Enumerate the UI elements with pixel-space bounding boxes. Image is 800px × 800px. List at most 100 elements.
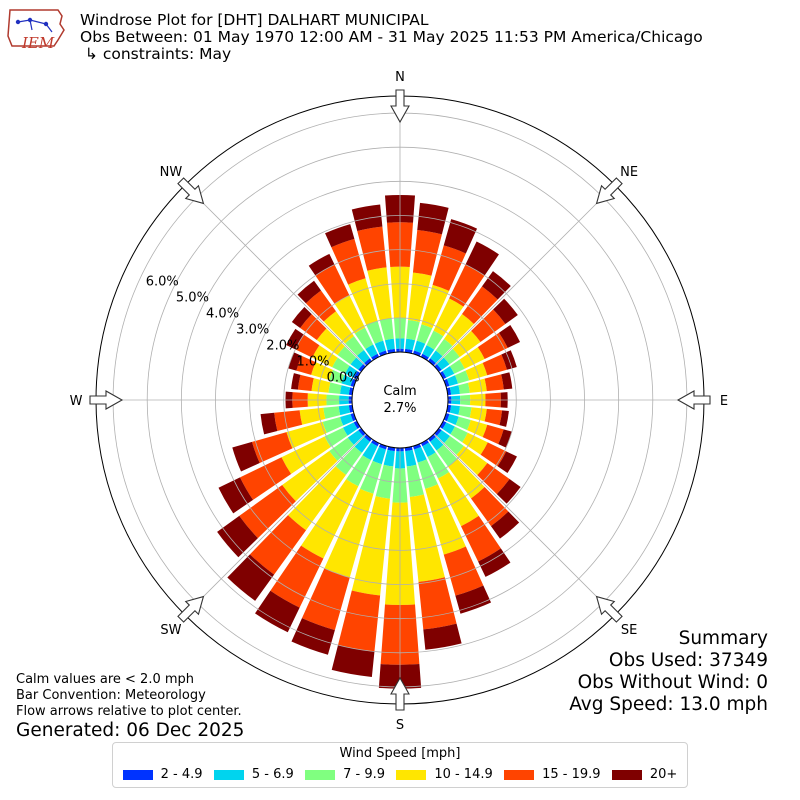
bar-230deg-bin-4 <box>239 484 296 539</box>
legend-title: Wind Speed [mph] <box>339 746 461 761</box>
spoke-45 <box>433 184 616 367</box>
bar-320deg-bin-1 <box>357 350 370 364</box>
bar-310deg-bin-2 <box>337 346 357 365</box>
bar-280deg-bin-4 <box>297 374 314 392</box>
bar-20deg-bin-0 <box>413 350 422 357</box>
bar-220deg-bin-0 <box>364 434 372 442</box>
bar-340deg-bin-2 <box>366 320 384 344</box>
summary-avg-speed: Avg Speed: 13.0 mph <box>569 694 768 715</box>
flow-arrow-S-icon <box>390 676 410 711</box>
iem-logo: IEM <box>6 6 68 52</box>
bar-30deg-bin-2 <box>426 330 444 350</box>
bar-340deg-bin-5 <box>325 224 355 248</box>
bar-110deg-bin-2 <box>455 416 471 431</box>
bar-260deg-bin-4 <box>274 410 303 432</box>
bar-130deg-bin-0 <box>434 428 442 436</box>
bar-190deg-bin-5 <box>331 645 375 677</box>
flow-arrow-W-icon <box>89 390 124 410</box>
bar-110deg-bin-5 <box>498 429 512 448</box>
bar-230deg-bin-3 <box>282 451 338 502</box>
bar-60deg-bin-4 <box>477 332 508 360</box>
bar-240deg-bin-3 <box>281 436 331 474</box>
legend-label-0: 2 - 4.9 <box>160 767 203 782</box>
bar-230deg-bin-2 <box>329 437 354 461</box>
bar-340deg-bin-1 <box>374 340 386 354</box>
bar-150deg-bin-2 <box>427 452 450 479</box>
compass-label-N: N <box>395 70 405 85</box>
legend-item-0: 2 - 4.9 <box>122 767 203 782</box>
bar-10deg-bin-4 <box>412 229 442 276</box>
bar-310deg-bin-0 <box>358 364 366 372</box>
bar-80deg-bin-5 <box>501 372 513 390</box>
legend-item-1: 5 - 6.9 <box>213 767 294 782</box>
bar-60deg-bin-0 <box>439 371 447 380</box>
legend-swatch-1 <box>213 769 244 780</box>
bar-190deg-bin-4 <box>337 590 381 652</box>
bar-140deg-bin-4 <box>471 487 509 527</box>
bar-210deg-bin-1 <box>362 442 378 461</box>
bar-60deg-bin-3 <box>459 347 485 369</box>
iowa-map-icon <box>7 9 65 47</box>
bar-160deg-bin-0 <box>413 443 422 450</box>
bar-170deg-bin-3 <box>409 494 445 582</box>
bar-170deg-bin-5 <box>423 623 462 650</box>
legend: Wind Speed [mph] 2 - 4.9 5 - 6.9 7 - 9.9 10… <box>112 742 688 788</box>
bar-20deg-bin-2 <box>416 324 433 344</box>
bar-330deg-bin-4 <box>315 264 350 304</box>
bar-230deg-bin-0 <box>358 428 366 436</box>
bar-70deg-bin-4 <box>482 354 507 376</box>
note-arrows: Flow arrows relative to plot center. <box>16 704 242 719</box>
bar-30deg-bin-0 <box>420 353 429 361</box>
bar-320deg-bin-3 <box>323 311 354 344</box>
bar-310deg-bin-3 <box>316 328 345 355</box>
bar-340deg-bin-4 <box>331 238 366 285</box>
bar-160deg-bin-3 <box>425 484 466 555</box>
bar-290deg-bin-3 <box>311 362 333 380</box>
bar-40deg-bin-2 <box>435 338 453 357</box>
radial-tick-label-5: 5.0% <box>176 290 209 305</box>
bar-20deg-bin-1 <box>414 340 426 354</box>
bar-110deg-bin-1 <box>446 414 459 425</box>
bar-20deg-bin-4 <box>432 245 466 291</box>
legend-swatch-0 <box>122 769 153 780</box>
bar-280deg-bin-3 <box>311 378 331 393</box>
calm-circle <box>351 351 449 449</box>
summary-panel: Summary Obs Used: 37349 Obs Without Wind… <box>569 628 768 716</box>
bar-340deg-bin-3 <box>348 278 378 326</box>
notes-panel: Calm values are < 2.0 mph Bar Convention… <box>16 672 244 742</box>
bar-300deg-bin-2 <box>332 357 350 374</box>
bar-240deg-bin-1 <box>342 422 358 436</box>
bar-280deg-bin-5 <box>291 373 301 390</box>
calm-label: Calm <box>383 384 416 399</box>
bar-80deg-bin-3 <box>468 378 487 393</box>
bar-40deg-bin-4 <box>462 286 498 324</box>
bar-40deg-bin-3 <box>444 314 474 347</box>
summary-obs-without-wind: Obs Without Wind: 0 <box>577 672 768 693</box>
legend-swatch-4 <box>504 769 535 780</box>
bar-80deg-bin-4 <box>484 374 504 392</box>
bar-330deg-bin-5 <box>308 253 335 276</box>
bar-230deg-bin-1 <box>347 430 364 445</box>
bar-260deg-bin-5 <box>260 412 278 435</box>
bar-80deg-bin-2 <box>458 382 470 394</box>
note-calm: Calm values are < 2.0 mph <box>16 672 195 687</box>
bar-150deg-bin-1 <box>422 442 436 458</box>
bar-300deg-bin-4 <box>295 334 320 358</box>
bar-290deg-bin-0 <box>350 378 357 387</box>
bar-290deg-bin-1 <box>341 375 354 386</box>
bar-330deg-bin-2 <box>354 327 374 350</box>
bar-160deg-bin-5 <box>455 585 492 614</box>
bar-330deg-bin-1 <box>365 344 378 358</box>
flow-arrow-N-icon <box>390 89 410 124</box>
bar-220deg-bin-4 <box>249 515 307 575</box>
bar-200deg-bin-3 <box>324 488 374 578</box>
bar-220deg-bin-2 <box>335 446 362 475</box>
bar-170deg-bin-4 <box>418 577 457 630</box>
compass-label-S: S <box>396 718 404 733</box>
compass-label-SW: SW <box>160 623 181 638</box>
header-period: Obs Between: 01 May 1970 12:00 AM - 31 M… <box>80 28 703 46</box>
bar-130deg-bin-4 <box>477 463 510 495</box>
bar-100deg-bin-4 <box>484 408 503 426</box>
bar-200deg-bin-5 <box>291 618 335 655</box>
